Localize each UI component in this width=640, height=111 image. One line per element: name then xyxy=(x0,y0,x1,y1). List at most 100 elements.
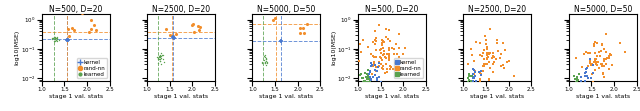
Point xyxy=(465,86,475,88)
Point xyxy=(358,88,369,89)
Point xyxy=(462,86,472,88)
Point xyxy=(384,47,394,49)
Point xyxy=(469,93,479,95)
Point xyxy=(573,92,584,93)
Point xyxy=(463,77,473,79)
Point xyxy=(155,55,165,57)
Point xyxy=(467,100,477,102)
Point xyxy=(51,39,61,41)
Point xyxy=(478,52,488,54)
Point xyxy=(394,56,404,58)
Point xyxy=(470,41,481,43)
Point xyxy=(362,82,372,84)
Point xyxy=(572,100,582,102)
Point xyxy=(376,67,387,68)
Point xyxy=(470,89,481,90)
Point xyxy=(572,80,582,82)
Point xyxy=(463,63,473,65)
Point xyxy=(376,57,387,59)
Point xyxy=(566,90,577,92)
Point xyxy=(380,56,390,58)
Point xyxy=(389,48,399,50)
Point xyxy=(362,93,372,95)
Point xyxy=(86,28,96,30)
Point xyxy=(465,93,475,95)
Point xyxy=(489,56,499,58)
Point xyxy=(468,102,479,104)
Point xyxy=(463,95,474,97)
Point xyxy=(586,77,596,78)
Point xyxy=(479,63,489,65)
Point xyxy=(365,82,376,84)
Point xyxy=(367,102,377,104)
Point xyxy=(367,76,378,78)
Point xyxy=(484,53,494,55)
Point xyxy=(492,40,502,41)
Point xyxy=(584,53,595,54)
Point xyxy=(579,75,589,77)
Point xyxy=(370,69,380,71)
Point xyxy=(362,92,372,94)
Point xyxy=(469,92,479,94)
Point xyxy=(584,60,595,62)
Point xyxy=(575,93,586,95)
Point xyxy=(598,60,609,62)
Point xyxy=(259,55,269,57)
Point xyxy=(600,65,610,67)
Point xyxy=(360,97,371,99)
Point xyxy=(377,39,387,41)
Point xyxy=(364,93,374,95)
Y-axis label: log10(MSE): log10(MSE) xyxy=(331,30,336,65)
Point xyxy=(463,83,474,85)
Point xyxy=(359,89,369,91)
Point xyxy=(569,89,579,91)
Point xyxy=(571,57,581,59)
Point xyxy=(261,58,271,60)
Point xyxy=(49,38,60,40)
Point xyxy=(356,87,366,89)
Point xyxy=(481,43,491,44)
Point xyxy=(365,62,376,64)
Point xyxy=(384,49,394,51)
Point xyxy=(574,86,584,88)
Point xyxy=(467,96,477,97)
Point xyxy=(401,62,412,64)
Point xyxy=(363,88,373,90)
Point xyxy=(371,70,381,72)
Point xyxy=(193,30,204,31)
Point xyxy=(574,102,584,104)
Point xyxy=(360,91,370,93)
Legend: kernel, rand-nn, learned: kernel, rand-nn, learned xyxy=(394,58,423,78)
Point xyxy=(382,71,392,73)
Point xyxy=(467,101,477,103)
X-axis label: stage 1 val. stats: stage 1 val. stats xyxy=(576,94,630,99)
Point xyxy=(359,80,369,82)
Point xyxy=(360,85,371,87)
Point xyxy=(465,99,475,101)
Point xyxy=(596,63,606,64)
Point xyxy=(362,91,372,93)
Point xyxy=(591,58,601,60)
Point xyxy=(378,68,388,70)
Point xyxy=(390,63,401,64)
Point xyxy=(573,79,583,81)
Point xyxy=(571,84,581,86)
Point xyxy=(476,74,486,76)
Point xyxy=(362,103,372,105)
Point xyxy=(572,94,582,95)
Point xyxy=(262,61,272,62)
Point xyxy=(469,69,479,71)
Point xyxy=(356,86,367,88)
Point xyxy=(360,93,371,94)
Point xyxy=(363,89,373,91)
Point xyxy=(576,81,586,82)
Point xyxy=(51,39,61,41)
X-axis label: stage 1 val. stats: stage 1 val. stats xyxy=(49,94,102,99)
Point xyxy=(69,29,79,31)
Point xyxy=(481,58,492,60)
Point xyxy=(361,90,371,92)
Point xyxy=(359,94,369,95)
Point xyxy=(364,81,374,82)
Point xyxy=(363,46,373,48)
Point xyxy=(468,105,478,107)
